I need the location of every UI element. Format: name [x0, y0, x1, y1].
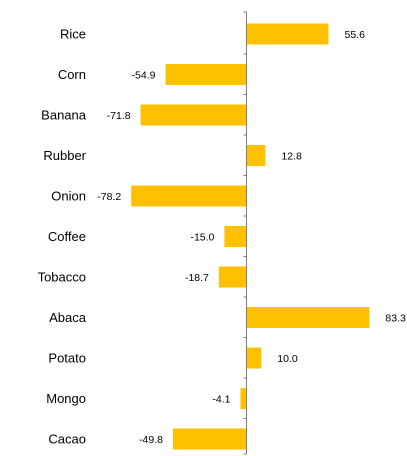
category-label: Abaca: [49, 310, 87, 325]
category-label: Rice: [60, 27, 86, 42]
category-label: Potato: [48, 351, 86, 366]
value-label: -49.8: [139, 434, 163, 446]
labels-layer: Rice 55.6 Corn -54.9 Banana -71.8 Rubber 12.8 On…: [38, 27, 406, 447]
value-label: -78.2: [97, 191, 121, 203]
bar-abaca: [246, 307, 370, 328]
value-label: 83.3: [385, 313, 406, 325]
bar-onion: [131, 185, 247, 207]
bar-potato: [246, 347, 262, 369]
category-label: Coffee: [48, 229, 86, 244]
bar-tobacco: [218, 266, 247, 288]
bar-banana: [140, 104, 247, 126]
bar-coffee: [224, 226, 247, 247]
value-label: -71.8: [107, 110, 131, 122]
value-label: -54.9: [132, 70, 156, 82]
category-label: Mongo: [46, 391, 86, 406]
category-label: Tobacco: [38, 270, 86, 285]
axis-layer: [243, 11, 247, 455]
value-label: -18.7: [185, 272, 209, 284]
bar-mongo: [240, 388, 247, 409]
bar-corn: [165, 64, 247, 85]
value-label: 12.8: [281, 151, 302, 163]
value-label: -4.1: [212, 394, 230, 406]
value-label: -15.0: [190, 232, 214, 244]
category-label: Corn: [58, 67, 86, 82]
bar-cacao: [173, 428, 247, 450]
value-label: 55.6: [345, 29, 366, 41]
category-label: Rubber: [43, 148, 86, 163]
value-label: 10.0: [277, 353, 298, 365]
bars-layer: [131, 23, 370, 450]
category-label: Onion: [51, 189, 86, 204]
bar-rubber: [246, 145, 266, 166]
category-label: Cacao: [48, 432, 86, 447]
bar-rice: [246, 23, 329, 45]
category-label: Banana: [41, 108, 87, 123]
